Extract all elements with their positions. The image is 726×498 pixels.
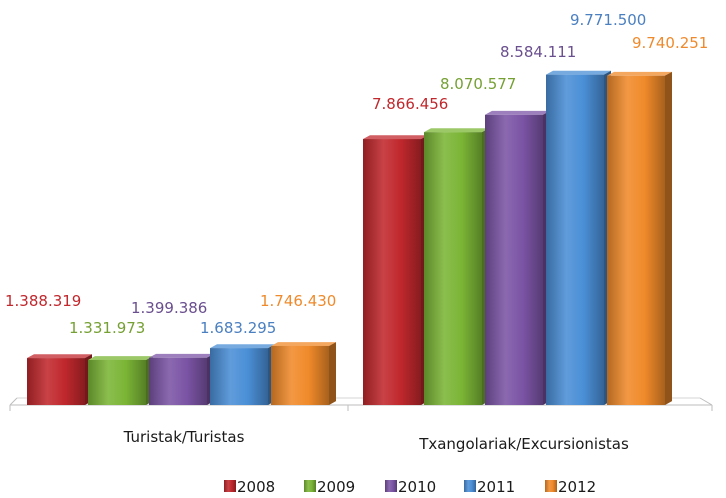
bars-group [27, 70, 672, 405]
bar-2011-turistas [210, 344, 275, 405]
legend: 2008 2009 2010 2011 2012 [224, 478, 596, 496]
bar-top-face [424, 128, 489, 133]
bar-2010-turistas [149, 353, 214, 405]
legend-item-2012: 2012 [545, 478, 596, 496]
bar-2008-excursionistas [363, 135, 428, 405]
bar-top-face [27, 354, 92, 359]
bar-top-face [271, 342, 336, 346]
bar-front-face [271, 345, 329, 405]
legend-swatch [545, 480, 557, 492]
data-label: 8.070.577 [440, 75, 516, 93]
data-label: 8.584.111 [500, 43, 576, 61]
bar-front-face [88, 359, 146, 405]
legend-item-2010: 2010 [385, 478, 436, 496]
bar-2012-turistas [271, 342, 336, 405]
bar-front-face [210, 348, 268, 405]
value-labels-group: 1.388.319 1.331.973 1.399.386 1.683.295 1.74… [5, 11, 708, 337]
bar-top-face [149, 353, 214, 358]
bar-2009-turistas [88, 356, 153, 405]
data-label: 1.331.973 [69, 319, 145, 337]
bar-2008-turistas [27, 354, 92, 405]
bar-top-face [88, 356, 153, 360]
bar-front-face [607, 75, 665, 405]
bar-front-face [424, 132, 482, 405]
legend-item-2008: 2008 [224, 478, 275, 496]
bar-front-face [485, 114, 543, 405]
legend-swatch [224, 480, 236, 492]
data-label: 7.866.456 [372, 95, 448, 113]
bar-side-face [329, 342, 336, 405]
legend-label: 2008 [237, 478, 275, 496]
legend-swatch [304, 480, 316, 492]
bar-top-face [546, 70, 611, 75]
bar-2012-excursionistas [607, 71, 672, 405]
bar-2009-excursionistas [424, 128, 489, 405]
bar-top-face [607, 71, 672, 76]
legend-label: 2009 [317, 478, 355, 496]
category-label: Txangolariak/Excursionistas [418, 435, 629, 453]
bar-top-face [485, 110, 550, 115]
legend-item-2009: 2009 [304, 478, 355, 496]
data-label: 9.740.251 [632, 34, 708, 52]
data-label: 1.399.386 [131, 299, 207, 317]
floor-edge [699, 397, 713, 406]
legend-swatch [464, 480, 476, 492]
bar-front-face [546, 74, 604, 405]
bar-2011-excursionistas [546, 70, 611, 405]
bar-top-face [363, 135, 428, 140]
data-label: 1.683.295 [200, 319, 276, 337]
bar-front-face [27, 358, 85, 405]
legend-item-2011: 2011 [464, 478, 515, 496]
legend-label: 2012 [558, 478, 596, 496]
data-label: 1.388.319 [5, 292, 81, 310]
bar-side-face [665, 71, 672, 405]
legend-swatch [385, 480, 397, 492]
floor-edge [9, 397, 18, 406]
category-labels-group: Turistak/Turistas Txangolariak/Excursioni… [123, 428, 629, 453]
legend-label: 2011 [477, 478, 515, 496]
bar-top-face [210, 344, 275, 349]
bar-2010-excursionistas [485, 110, 550, 405]
legend-label: 2010 [398, 478, 436, 496]
bar-front-face [363, 139, 421, 405]
data-label: 1.746.430 [260, 292, 336, 310]
bar-front-face [149, 357, 207, 405]
category-label: Turistak/Turistas [123, 428, 245, 446]
data-label: 9.771.500 [570, 11, 646, 29]
